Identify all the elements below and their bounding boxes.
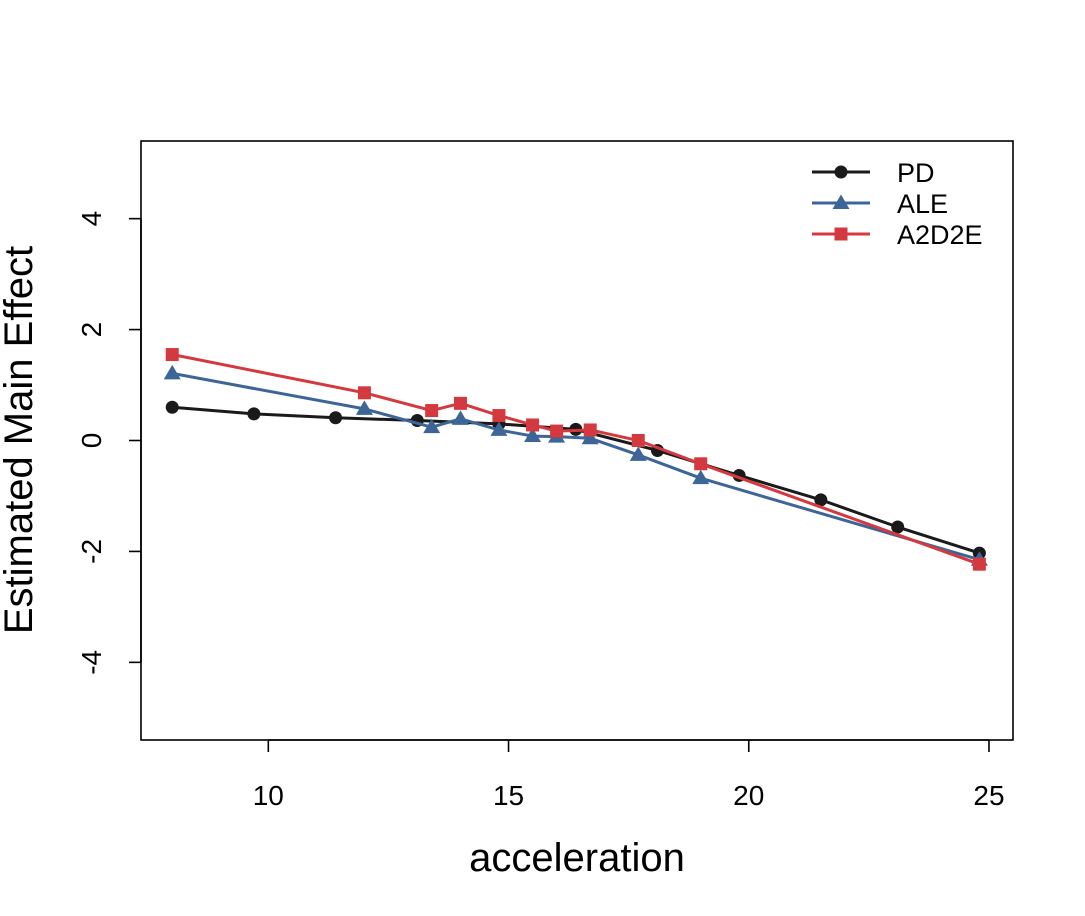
y-axis: -4 -2 0 2 4 bbox=[76, 211, 142, 675]
data-point-ale bbox=[629, 446, 647, 461]
legend-item-ale: ALE bbox=[812, 189, 948, 219]
y-tick-label: -4 bbox=[76, 650, 107, 675]
x-axis-title: acceleration bbox=[469, 836, 685, 880]
series-ale bbox=[163, 364, 988, 566]
legend-label: PD bbox=[897, 158, 935, 188]
plot-frame bbox=[140, 140, 1014, 741]
data-point-pd bbox=[165, 400, 179, 414]
data-point-ale bbox=[524, 427, 542, 443]
legend-label: A2D2E bbox=[897, 220, 983, 250]
data-point-a2d2e bbox=[492, 409, 506, 423]
legend-label: ALE bbox=[897, 189, 948, 219]
data-point-ale bbox=[423, 418, 441, 434]
data-point-ale bbox=[490, 421, 508, 436]
data-point-ale bbox=[163, 364, 181, 380]
y-tick-label: 0 bbox=[76, 433, 107, 449]
x-axis: 10 15 20 25 bbox=[253, 739, 1005, 811]
data-point-a2d2e bbox=[631, 434, 645, 447]
legend-item-a2d2e: A2D2E bbox=[812, 220, 983, 250]
series-a2d2e bbox=[165, 348, 986, 571]
data-point-ale bbox=[692, 469, 710, 485]
series-layer bbox=[163, 348, 988, 571]
y-tick-label: -2 bbox=[76, 539, 107, 564]
legend-marker-ale bbox=[832, 194, 850, 209]
x-tick-label: 15 bbox=[493, 780, 524, 811]
legend-marker-a2d2e bbox=[834, 227, 848, 241]
y-tick-label: 4 bbox=[76, 211, 107, 227]
series-line-ale bbox=[171, 371, 980, 562]
data-point-ale bbox=[451, 410, 469, 425]
legend-marker-pd bbox=[834, 165, 848, 179]
data-point-pd bbox=[891, 520, 905, 534]
x-tick-label: 25 bbox=[973, 780, 1004, 811]
x-tick-label: 10 bbox=[253, 780, 284, 811]
x-tick-label: 20 bbox=[733, 780, 764, 811]
data-point-pd bbox=[814, 493, 828, 507]
y-tick-label: 2 bbox=[76, 322, 107, 338]
data-point-a2d2e bbox=[694, 457, 708, 471]
data-point-ale bbox=[355, 400, 373, 415]
series-pd bbox=[165, 400, 986, 560]
y-axis-title: Estimated Main Effect bbox=[0, 246, 41, 634]
data-point-pd bbox=[329, 411, 343, 425]
legend-item-pd: PD bbox=[812, 158, 935, 188]
data-point-a2d2e bbox=[526, 418, 540, 432]
data-point-a2d2e bbox=[550, 424, 564, 438]
data-point-a2d2e bbox=[357, 386, 371, 400]
data-point-a2d2e bbox=[425, 404, 439, 418]
data-point-a2d2e bbox=[165, 348, 179, 362]
data-point-a2d2e bbox=[583, 423, 597, 437]
data-point-a2d2e bbox=[972, 557, 986, 571]
data-point-pd bbox=[247, 407, 261, 421]
data-point-ale bbox=[581, 429, 599, 445]
data-point-a2d2e bbox=[453, 396, 467, 410]
series-line-a2d2e bbox=[171, 353, 980, 566]
